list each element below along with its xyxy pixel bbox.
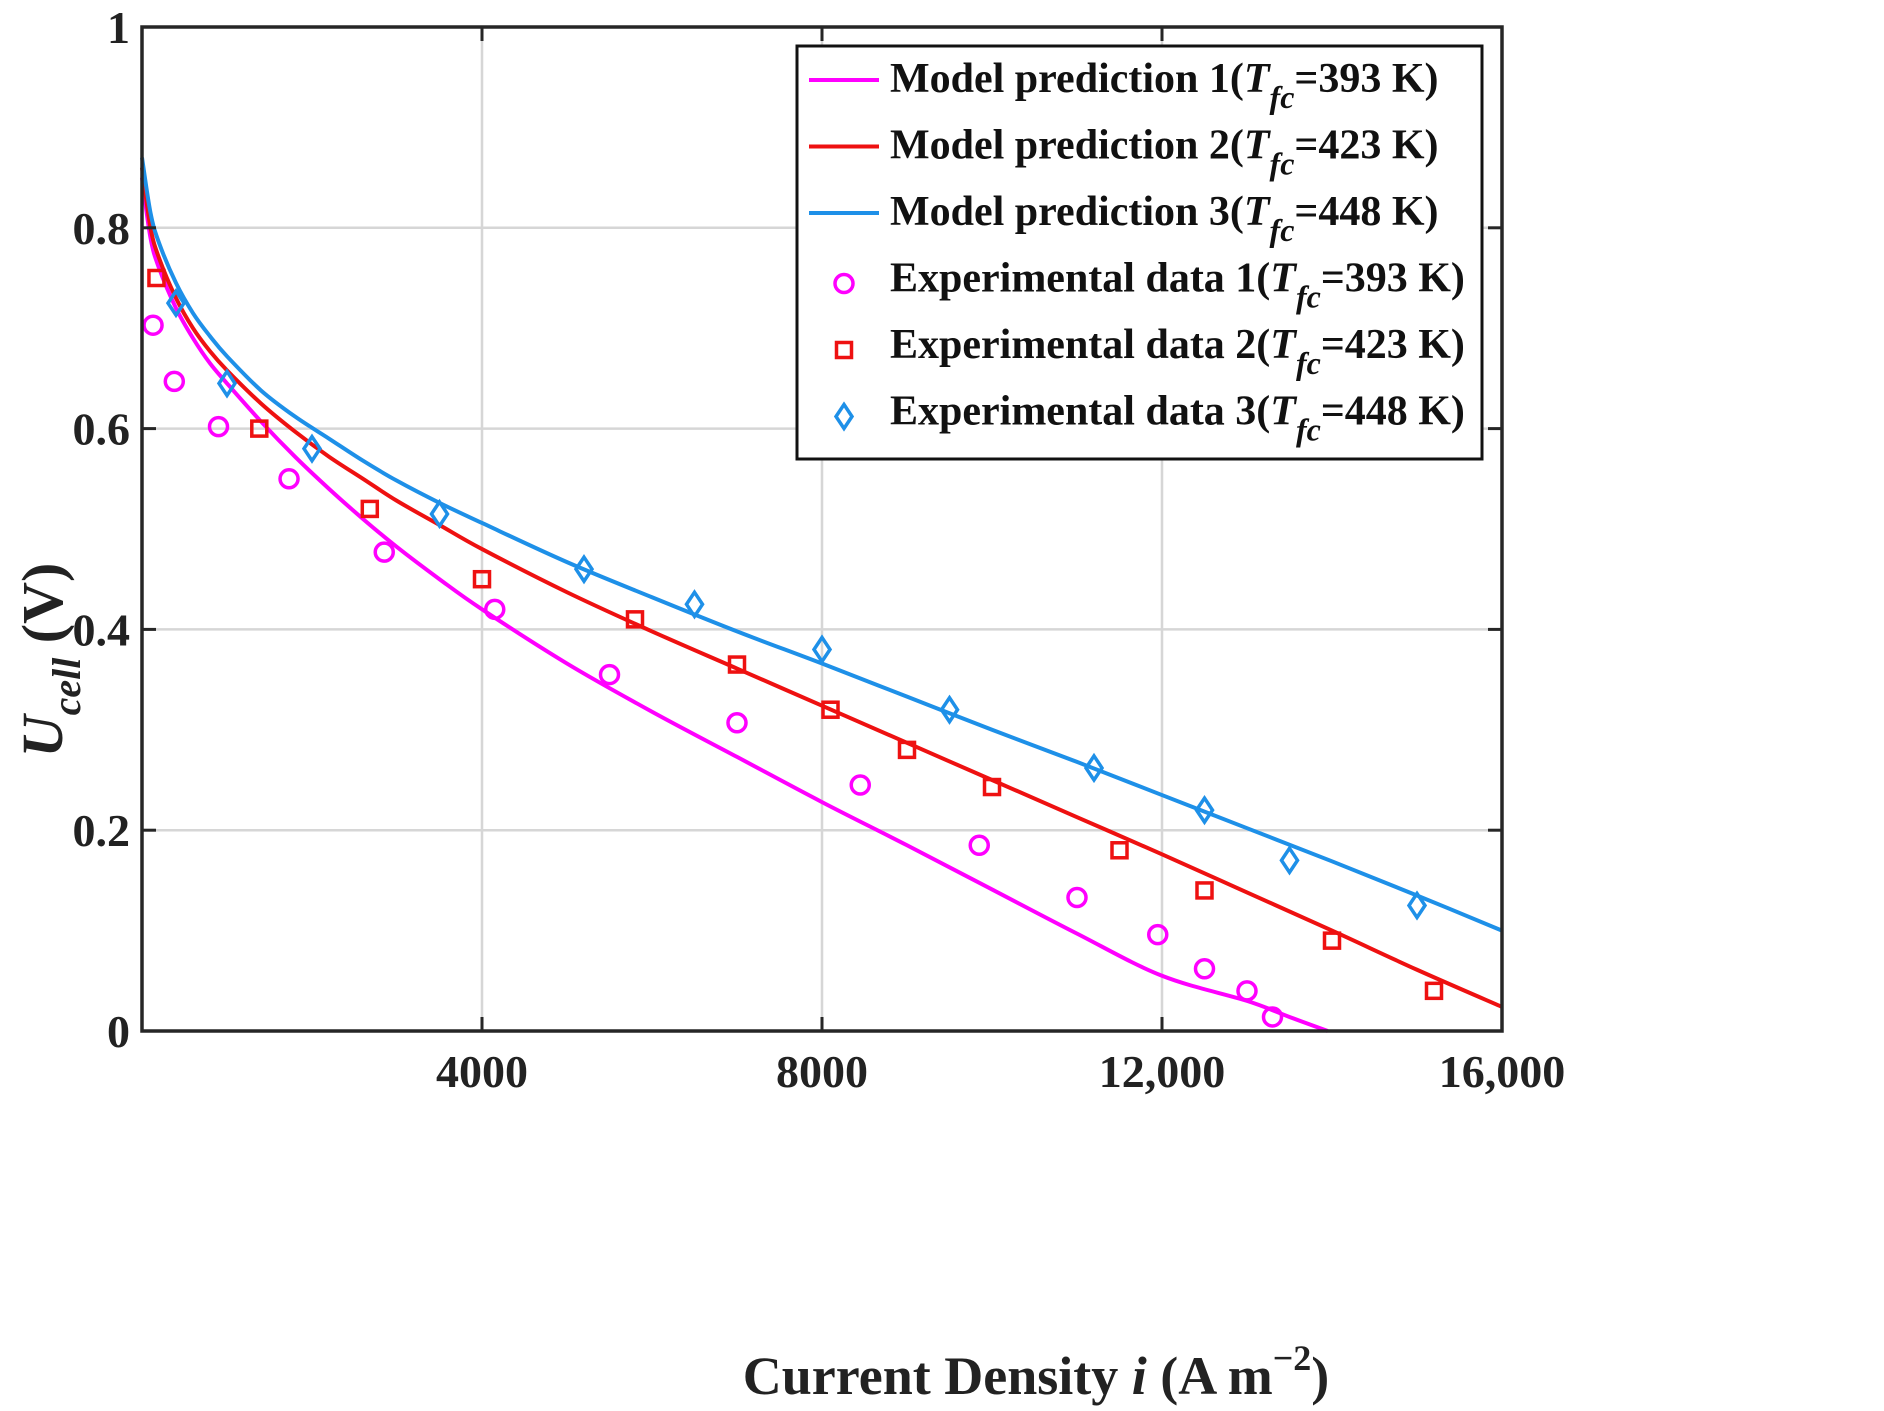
- x-axis-label: Current Density i (A m−2): [743, 1338, 1329, 1406]
- data-point: [1110, 841, 1129, 860]
- y-tick-label: 1: [107, 2, 130, 53]
- data-point: [821, 700, 840, 719]
- data-point: [897, 740, 917, 760]
- data-point: [939, 694, 960, 725]
- data-point: [1195, 881, 1214, 900]
- data-point: [1424, 981, 1444, 1001]
- legend-label: Model prediction 3(Tfc=448 K): [890, 189, 1438, 248]
- series-line: [140, 157, 1503, 933]
- y-tick-label: 0.8: [73, 203, 131, 254]
- data-point: [1322, 931, 1342, 950]
- data-point: [142, 314, 164, 336]
- legend-entry-3: Model prediction 3(Tfc=448 K): [809, 189, 1438, 248]
- y-tick-label: 0.4: [73, 604, 131, 655]
- legend-swatch: [834, 340, 854, 360]
- y-axis-label-sub: cell: [44, 657, 89, 716]
- legend-label: Model prediction 2(Tfc=423 K): [890, 123, 1438, 182]
- series-6: [165, 287, 1428, 921]
- y-tick-label: 0: [107, 1006, 130, 1057]
- data-point: [625, 610, 645, 629]
- y-tick-label: 0.6: [73, 404, 131, 455]
- legend-entry-6: Experimental data 3(Tfc=448 K): [833, 389, 1465, 448]
- x-tick-label: 4000: [436, 1046, 528, 1097]
- legend-label: Experimental data 3(Tfc=448 K): [890, 389, 1465, 448]
- data-point: [484, 598, 506, 621]
- data-point: [811, 634, 833, 665]
- series-line: [140, 167, 1503, 1009]
- data-point: [360, 499, 380, 519]
- legend-swatch: [833, 272, 855, 295]
- data-point: [727, 655, 747, 674]
- legend-label: Experimental data 1(Tfc=393 K): [890, 256, 1465, 315]
- data-point: [1193, 958, 1216, 980]
- y-axis-label: Ucell (V): [10, 563, 89, 758]
- data-point: [1406, 890, 1428, 921]
- x-tick-label: 16,000: [1439, 1046, 1566, 1097]
- data-point: [1194, 794, 1215, 826]
- x-axis-label-close: ): [1311, 1346, 1329, 1406]
- y-tick-label: 0.2: [73, 805, 131, 856]
- x-tick-label: 12,000: [1099, 1046, 1226, 1097]
- legend-entry-5: Experimental data 2(Tfc=423 K): [834, 322, 1465, 381]
- legend-swatch: [833, 401, 855, 432]
- data-point: [598, 663, 621, 686]
- data-point: [373, 541, 395, 563]
- legend-entry-2: Model prediction 2(Tfc=423 K): [809, 123, 1438, 182]
- legend-entry-1: Model prediction 1(Tfc=393 K): [809, 56, 1438, 115]
- data-point: [429, 498, 450, 530]
- series-3: [140, 157, 1503, 933]
- data-point: [573, 554, 595, 585]
- data-point: [147, 268, 166, 288]
- legend-entry-4: Experimental data 1(Tfc=393 K): [833, 256, 1465, 315]
- data-point: [250, 419, 269, 438]
- data-point: [165, 287, 187, 319]
- series-line: [140, 177, 1329, 1033]
- legend: Model prediction 1(Tfc=393 K) Model predi…: [795, 44, 1484, 461]
- data-point: [1147, 923, 1169, 946]
- legend-box: [795, 44, 1484, 461]
- x-tick-label: 8000: [776, 1046, 868, 1097]
- data-point: [216, 368, 238, 399]
- data-point: [472, 569, 492, 589]
- series-1: [140, 177, 1329, 1033]
- series-2: [140, 167, 1503, 1009]
- data-point: [1083, 752, 1105, 784]
- data-point: [207, 415, 230, 438]
- y-axis-label-units: (V): [10, 563, 75, 658]
- data-point: [278, 468, 300, 490]
- ticks: 4000 8000 12,000 16,000 0 0.2 0.4 0.6 0.8 1: [73, 2, 1566, 1097]
- data-point: [1279, 845, 1300, 876]
- series-4: [142, 314, 1284, 1028]
- y-axis-label-var: U: [10, 712, 75, 757]
- legend-label: Experimental data 2(Tfc=423 K): [890, 322, 1465, 381]
- data-point: [1261, 1006, 1284, 1028]
- data-point: [849, 774, 871, 796]
- series-5: [147, 268, 1444, 1001]
- data-point: [1066, 886, 1088, 909]
- x-axis-label-main: Current Density: [743, 1346, 1132, 1406]
- data-point: [968, 834, 990, 857]
- x-axis-label-exponent: −2: [1273, 1338, 1312, 1378]
- x-axis-label-units: (A m: [1147, 1346, 1273, 1406]
- data-point: [301, 433, 323, 464]
- data-point: [726, 712, 748, 734]
- legend-label: Model prediction 1(Tfc=393 K): [890, 56, 1438, 115]
- data-point: [684, 589, 705, 620]
- data-point: [982, 777, 1002, 797]
- series-layer: [140, 157, 1503, 1033]
- data-point: [163, 370, 186, 393]
- x-axis-label-var: i: [1132, 1346, 1147, 1406]
- data-point: [1236, 980, 1258, 1002]
